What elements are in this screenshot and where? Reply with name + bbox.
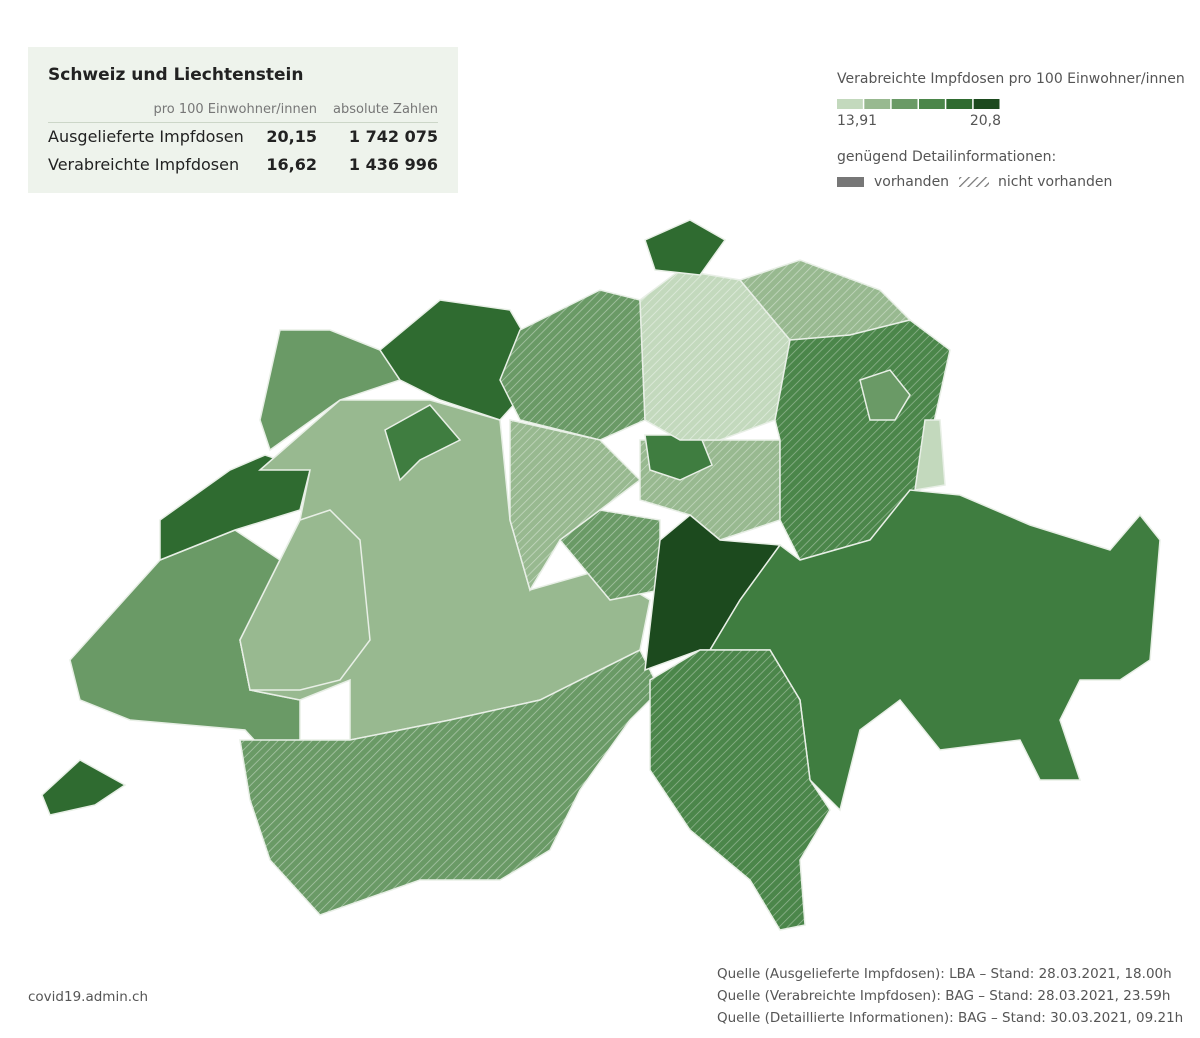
canton [239, 509, 371, 691]
legend-title: Verabreichte Impfdosen pro 100 Einwohner… [837, 71, 1185, 87]
legend-item: vorhanden [874, 174, 950, 190]
legend-swatch [864, 99, 891, 109]
row-value: 20,15 [266, 127, 317, 146]
row-value: 1 742 075 [348, 127, 438, 146]
legend-item: nicht vorhanden [998, 174, 1113, 190]
canton [649, 649, 831, 931]
divider [48, 122, 438, 123]
legend-swatch [973, 99, 1000, 109]
summary-title: Schweiz und Liechtenstein [48, 65, 304, 85]
canton [914, 419, 946, 491]
legend-min: 13,91 [837, 113, 878, 129]
legend-hatched [959, 177, 989, 187]
canton [708, 489, 1161, 812]
legend-solid [837, 177, 864, 187]
source: Quelle (Verabreichte Impfdosen): BAG – S… [717, 988, 1171, 1004]
column-header: pro 100 Einwohner/innen [153, 102, 317, 117]
canton [859, 369, 911, 421]
source: Quelle (Ausgelieferte Impfdosen): LBA – … [717, 966, 1172, 982]
legend-max: 20,8 [969, 113, 1001, 129]
legend-swatch [919, 99, 945, 109]
canton [499, 289, 646, 441]
legend-swatch [837, 99, 863, 109]
canton [644, 219, 727, 276]
row-label: Ausgelieferte Impfdosen [48, 127, 244, 146]
cantons [41, 219, 1161, 931]
canton [41, 759, 127, 816]
source: Quelle (Detaillierte Informationen): BAG… [717, 1010, 1184, 1026]
column-header: absolute Zahlen [333, 102, 438, 117]
legend-detail-title: genügend Detailinformationen: [837, 149, 1057, 165]
legend-swatch [946, 99, 973, 109]
row-value: 1 436 996 [348, 155, 438, 174]
site: covid19.admin.ch [28, 989, 149, 1005]
canton [259, 329, 402, 452]
legend-scale [837, 99, 1000, 109]
canton [384, 404, 462, 482]
legend-swatch [891, 99, 918, 109]
row-label: Verabreichte Impfdosen [48, 155, 240, 174]
summary-box: Schweiz und Liechtenstein pro 100 Einwoh… [28, 47, 458, 193]
row-value: 16,62 [266, 155, 317, 174]
canton [159, 454, 311, 562]
canton [239, 648, 661, 916]
